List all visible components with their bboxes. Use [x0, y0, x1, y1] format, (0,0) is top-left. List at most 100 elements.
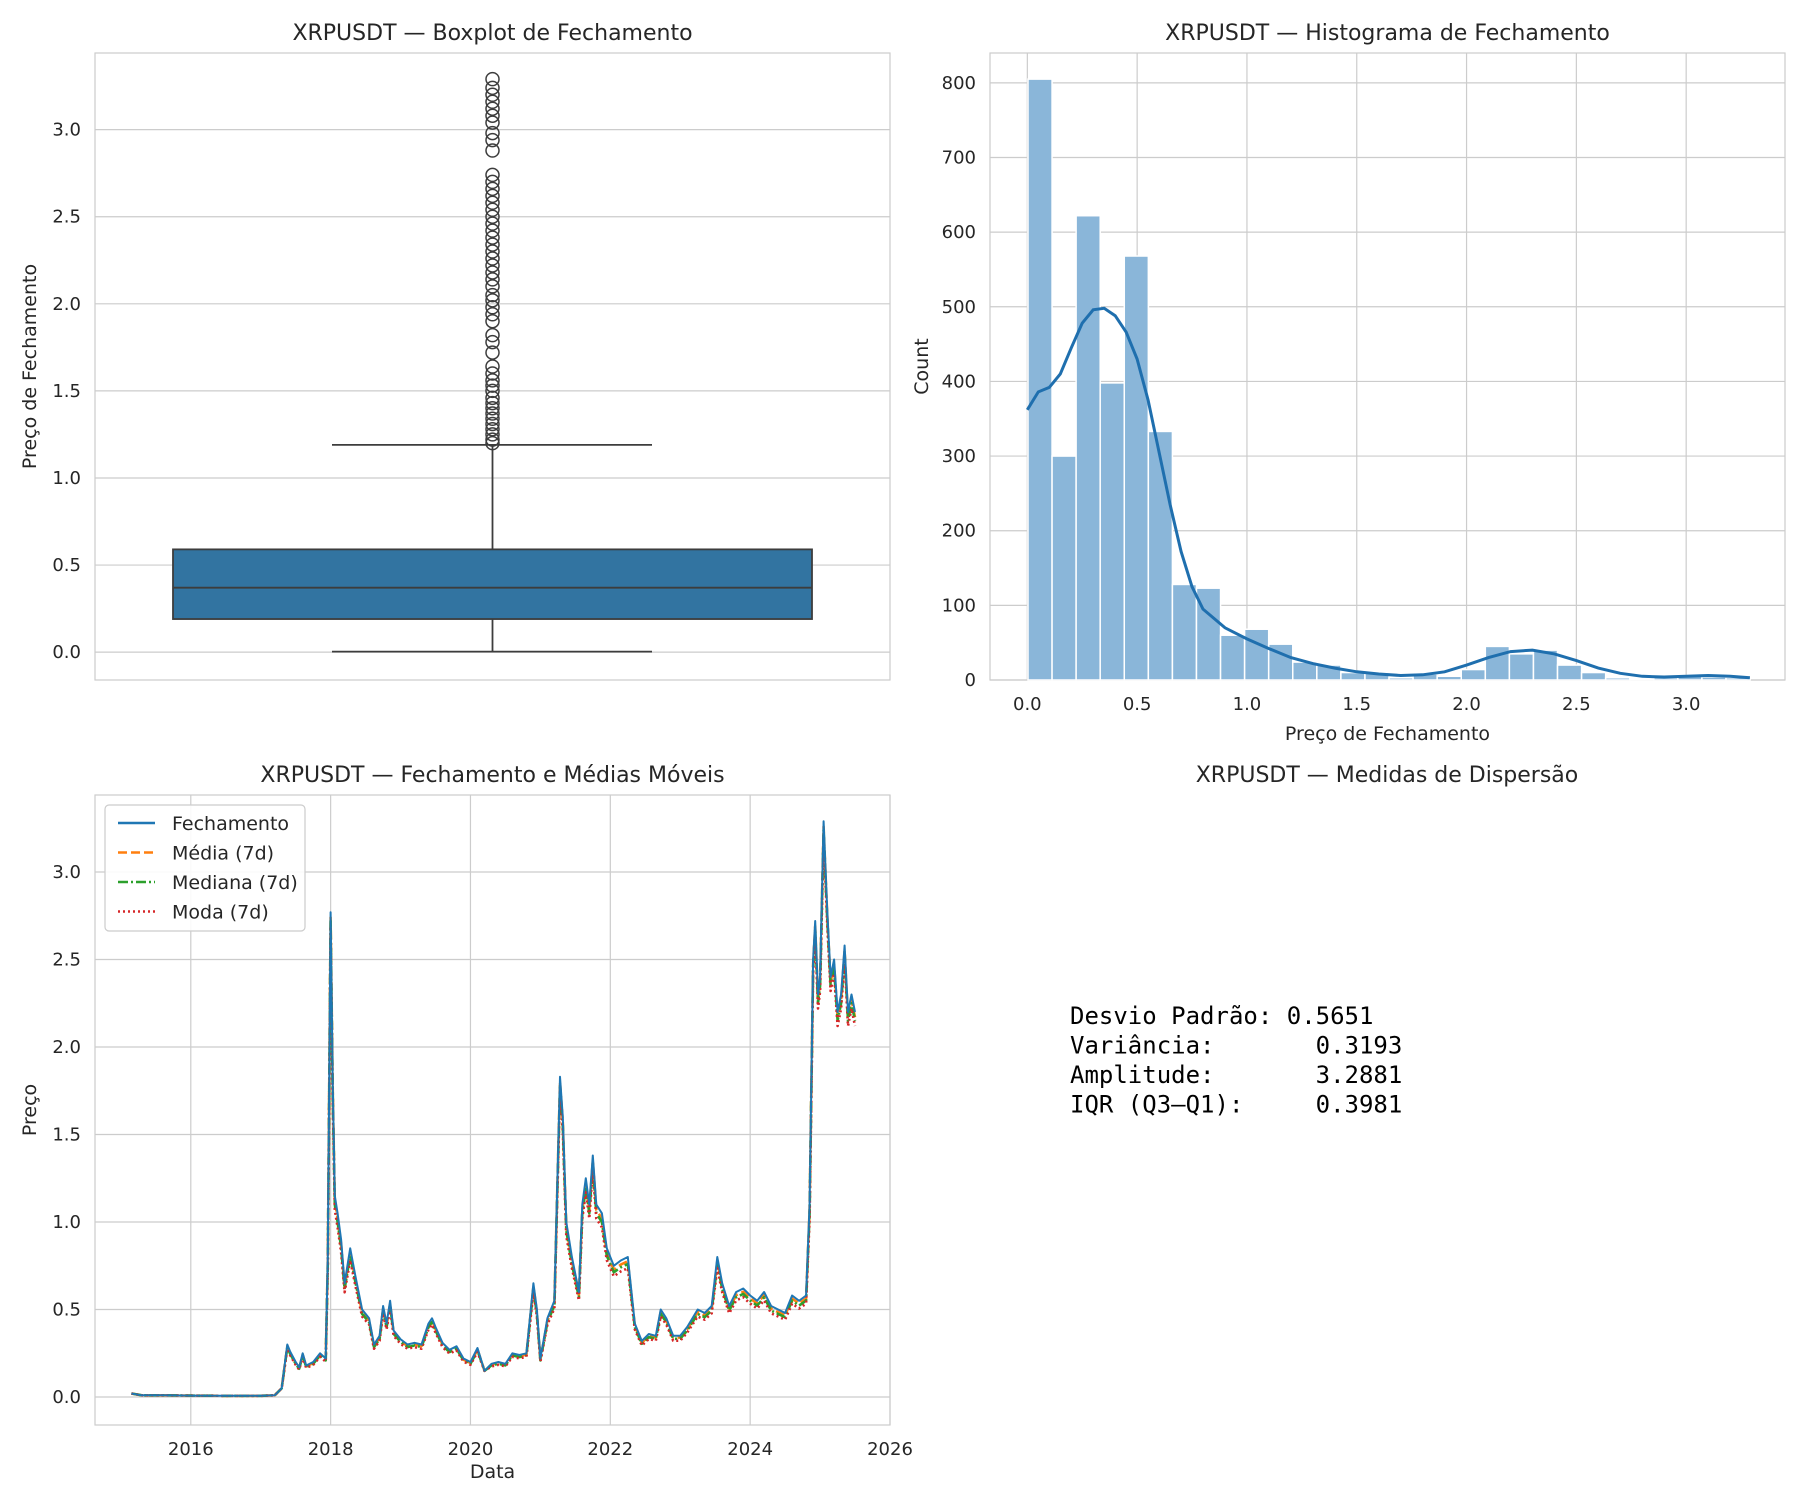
y-tick-label: 500: [942, 297, 976, 318]
outlier-point: [485, 307, 500, 322]
x-tick-label: 2016: [168, 1439, 214, 1460]
y-tick-label: 400: [942, 371, 976, 392]
legend-frame: [104, 804, 306, 932]
outlier-point: [485, 406, 500, 421]
outlier-point: [485, 223, 500, 238]
outlier-point: [485, 390, 500, 406]
x-axis-label: Preço de Fechamento: [1285, 723, 1490, 745]
panel-title: XRPUSDT — Medidas de Dispersão: [1196, 763, 1579, 788]
histogram-bar: [1099, 382, 1126, 681]
x-tick-label: 0.5: [1123, 694, 1152, 715]
legend-label: Média (7d): [172, 843, 274, 865]
outlier-point: [485, 265, 500, 280]
outlier-point: [485, 80, 500, 96]
outlier-point: [485, 272, 500, 287]
y-tick-label: 200: [942, 521, 976, 542]
y-tick-label: 0.5: [52, 1300, 81, 1321]
x-tick-label: 2.0: [1452, 694, 1481, 715]
outlier-point: [485, 132, 500, 148]
legend-label: Moda (7d): [172, 902, 269, 924]
series-line-moda-7d: [131, 834, 857, 1398]
y-tick-label: 0: [965, 670, 976, 691]
outlier-point: [485, 251, 500, 266]
outlier-point: [485, 366, 500, 381]
outlier-point: [485, 244, 500, 259]
histogram-bar: [1460, 668, 1487, 681]
histogram-bar: [1051, 455, 1077, 681]
outlier-point: [485, 71, 500, 87]
y-tick-label: 3.0: [52, 862, 81, 883]
y-tick-label: 800: [942, 73, 976, 94]
histogram-bar: [1171, 583, 1198, 681]
outlier-point: [485, 287, 500, 303]
outlier-point: [485, 143, 500, 158]
legend: Fechamento Média (7d) Mediana (7d) Moda (7d…: [104, 804, 306, 932]
outlier-point: [485, 202, 500, 217]
legend-label: Mediana (7d): [172, 872, 298, 894]
outlier-point: [485, 125, 500, 141]
y-tick-label: 0.5: [52, 555, 81, 576]
histogram-bar: [1556, 664, 1583, 681]
y-axis-label: Preço: [19, 1084, 41, 1136]
y-tick-label: 300: [942, 446, 976, 467]
chart-title: XRPUSDT — Histograma de Fechamento: [1165, 21, 1610, 46]
outlier-point: [485, 293, 500, 308]
x-tick-label: 0.0: [1013, 694, 1042, 715]
plot-frame: [94, 794, 891, 1426]
outlier-point: [485, 416, 500, 432]
histogram-bar: [1219, 634, 1246, 681]
outlier-point: [485, 87, 500, 103]
y-axis-label: Preço de Fechamento: [19, 264, 41, 469]
outlier-point: [485, 359, 500, 374]
y-tick-label: 2.0: [52, 1037, 81, 1058]
histogram-bar: [1027, 78, 1053, 681]
y-tick-label: 0.0: [52, 1387, 81, 1408]
x-tick-label: 2.5: [1562, 694, 1591, 715]
outlier-point: [485, 216, 500, 231]
y-tick-label: 700: [942, 148, 976, 169]
histogram-bar: [1147, 430, 1174, 681]
x-tick-label: 2024: [727, 1439, 773, 1460]
x-tick-label: 2020: [448, 1439, 494, 1460]
x-tick-label: 2018: [308, 1439, 354, 1460]
outlier-point: [485, 174, 500, 190]
x-tick-label: 1.5: [1342, 694, 1371, 715]
outlier-point: [485, 209, 500, 224]
dispersion-line: IQR (Q3–Q1): 0.3981: [1070, 1091, 1402, 1119]
histogram-bar: [1388, 677, 1414, 681]
histogram-bar: [1075, 214, 1101, 681]
y-tick-label: 0.0: [52, 642, 81, 663]
outlier-point: [485, 237, 500, 252]
outlier-point: [485, 401, 500, 416]
x-axis-label: Data: [470, 1461, 515, 1483]
dispersion-line: Variância: 0.3193: [1070, 1032, 1402, 1060]
y-tick-label: 600: [942, 222, 976, 243]
kde-curve: [1026, 306, 1751, 680]
x-tick-label: 1.0: [1233, 694, 1262, 715]
outlier-point: [485, 115, 500, 130]
outlier-point: [485, 427, 500, 442]
x-tick-label: 2022: [587, 1439, 633, 1460]
outlier-point: [485, 313, 500, 329]
y-tick-label: 3.0: [52, 120, 81, 141]
outlier-point: [485, 279, 500, 294]
outlier-point: [485, 94, 500, 110]
outlier-point: [485, 373, 500, 388]
y-tick-label: 1.0: [52, 1212, 81, 1233]
histogram-bar: [1123, 255, 1150, 681]
series-line-mediana-7d: [131, 828, 857, 1398]
y-tick-label: 1.0: [52, 468, 81, 489]
outlier-point: [485, 101, 500, 116]
outlier-point: [485, 432, 500, 447]
histogram-bar: [1628, 677, 1655, 681]
outlier-point: [485, 188, 500, 204]
outlier-point: [485, 421, 500, 437]
x-tick-label: 3.0: [1672, 694, 1701, 715]
histogram-bar: [1580, 671, 1607, 681]
outlier-point: [485, 411, 500, 426]
x-tick-label: 2026: [867, 1439, 913, 1460]
dispersion-line: Amplitude: 3.2881: [1070, 1061, 1402, 1089]
outlier-point: [485, 395, 500, 411]
outlier-point: [485, 108, 500, 123]
